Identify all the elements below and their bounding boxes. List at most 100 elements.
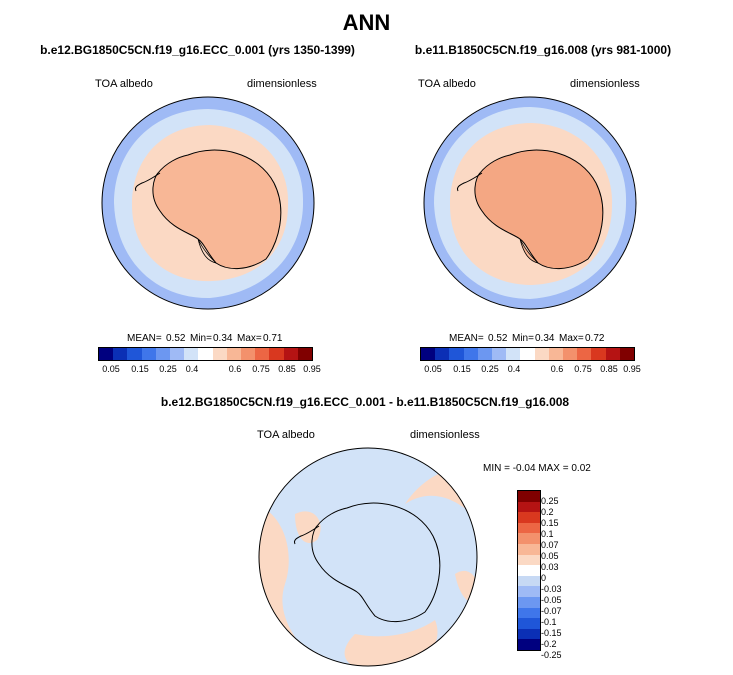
colorbar-swatch [518, 512, 540, 523]
panel2-polar-map [423, 96, 637, 310]
panel3-title: b.e12.BG1850C5CN.f19_g16.ECC_0.001 - b.e… [160, 395, 570, 409]
panel1-mean-label: MEAN= [127, 333, 162, 344]
panel1-cb-label: 0.85 [278, 364, 296, 374]
colorbar-swatch [591, 348, 606, 360]
colorbar-swatch [520, 348, 535, 360]
colorbar-swatch [518, 586, 540, 597]
antarctica-interior [474, 149, 604, 269]
colorbar-swatch [577, 348, 592, 360]
ross-ice-shelf [519, 238, 540, 264]
figure-title: ANN [342, 10, 391, 35]
panel3-cb-label: 0.07 [541, 540, 559, 550]
panel1-max-value: 0.71 [263, 333, 283, 344]
colorbar-swatch [518, 543, 540, 555]
panel3-cb-label: 0.1 [541, 529, 554, 539]
panel2-max-label: Max= [559, 333, 584, 344]
colorbar-swatch [518, 554, 540, 566]
colorbar-swatch [255, 348, 270, 360]
panel3-colorbar [517, 490, 541, 651]
panel3-cb-label: -0.1 [541, 617, 557, 627]
panel3-variable: TOA albedo [257, 429, 315, 441]
colorbar-swatch [141, 348, 156, 360]
antarctica-outline [311, 502, 441, 622]
panel3-units: dimensionless [410, 429, 480, 441]
colorbar-swatch [283, 348, 298, 360]
colorbar-swatch [518, 575, 540, 587]
panel2-cb-label: 0.95 [623, 364, 641, 374]
panel2-cb-label: 0.05 [424, 364, 442, 374]
colorbar-swatch [297, 348, 313, 360]
panel2-min-value: 0.34 [535, 333, 555, 344]
panel1-cb-label: 0.15 [131, 364, 149, 374]
panel2-mean-label: MEAN= [449, 333, 484, 344]
panel1-title: b.e12.BG1850C5CN.f19_g16.ECC_0.001 (yrs … [40, 43, 355, 57]
colorbar-swatch [619, 348, 635, 360]
colorbar-swatch [492, 348, 507, 360]
panel2-variable: TOA albedo [418, 78, 476, 90]
panel3-cb-label: -0.25 [541, 650, 562, 660]
colorbar-swatch [463, 348, 478, 360]
panel1-cb-label: 0.25 [159, 364, 177, 374]
panel2-title: b.e11.B1850C5CN.f19_g16.008 (yrs 981-100… [414, 43, 672, 57]
antarctic-peninsula [294, 525, 320, 545]
panel1-variable: TOA albedo [95, 78, 153, 90]
panel3-minmax: MIN = -0.04 MAX = 0.02 [483, 463, 591, 474]
colorbar-swatch [518, 565, 540, 576]
panel1-mean-value: 0.52 [166, 333, 186, 344]
colorbar-swatch [518, 628, 540, 640]
panel2-cb-label: 0.6 [550, 364, 564, 374]
colorbar-swatch [518, 618, 540, 629]
colorbar-swatch [518, 596, 540, 608]
panel1-units: dimensionless [247, 78, 317, 90]
panel3-cb-label: -0.05 [541, 595, 562, 605]
colorbar-swatch [212, 348, 227, 360]
panel1-min-label: Min= [190, 333, 212, 344]
colorbar-swatch [548, 348, 564, 360]
panel3-cb-label: -0.15 [541, 628, 562, 638]
colorbar-swatch [226, 348, 242, 360]
panel3-cb-label: 0.2 [541, 507, 554, 517]
colorbar-swatch [421, 348, 436, 360]
panel3-cb-label: 0.05 [541, 551, 559, 561]
colorbar-swatch [184, 348, 199, 360]
colorbar-swatch [518, 639, 540, 650]
positive-difference-patch [295, 511, 321, 543]
colorbar-swatch [518, 607, 540, 619]
colorbar-swatch [518, 522, 540, 534]
panel2-cb-label: 0.25 [481, 364, 499, 374]
panel3-cb-label: 0.15 [541, 518, 559, 528]
panel1-cb-label: 0.75 [252, 364, 270, 374]
colorbar-swatch [605, 348, 620, 360]
panel2-units: dimensionless [570, 78, 640, 90]
panel2-cb-label: 0.15 [453, 364, 471, 374]
colorbar-swatch [518, 491, 540, 502]
panel1-cb-label: 0.4 [185, 364, 199, 374]
panel3-cb-label: 0.25 [541, 496, 559, 506]
antarctica-interior [152, 149, 282, 269]
panel2-min-label: Min= [512, 333, 534, 344]
panel1-cb-label: 0.95 [303, 364, 321, 374]
colorbar-swatch [127, 348, 142, 360]
colorbar-swatch [518, 533, 540, 544]
panel2-max-value: 0.72 [585, 333, 605, 344]
panel3-cb-label: 0 [541, 573, 547, 583]
colorbar-swatch [449, 348, 464, 360]
panel3-polar-map [258, 447, 478, 667]
panel3-cb-label: 0.03 [541, 562, 559, 572]
colorbar-swatch [241, 348, 256, 360]
panel2-colorbar [420, 347, 635, 361]
colorbar-swatch [477, 348, 493, 360]
panel2-cb-label: 0.75 [574, 364, 592, 374]
ross-ice-shelf [197, 238, 218, 264]
colorbar-swatch [534, 348, 549, 360]
panel2-cb-label: 0.4 [507, 364, 521, 374]
colorbar-swatch [435, 348, 450, 360]
colorbar-swatch [170, 348, 185, 360]
colorbar-swatch [155, 348, 171, 360]
panel2-mean-value: 0.52 [488, 333, 508, 344]
colorbar-swatch [99, 348, 114, 360]
panel1-min-value: 0.34 [213, 333, 233, 344]
panel1-cb-label: 0.6 [228, 364, 242, 374]
panel1-max-label: Max= [237, 333, 262, 344]
panel1-colorbar [98, 347, 313, 361]
